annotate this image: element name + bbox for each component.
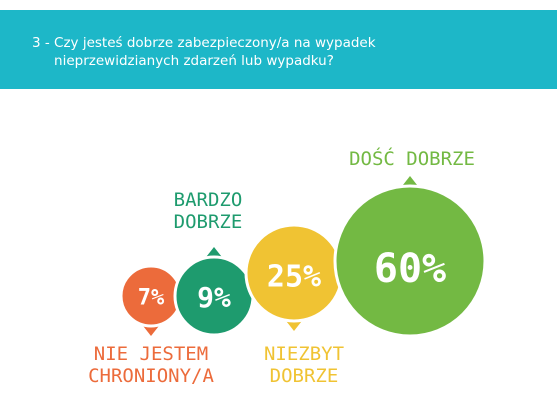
bubble-value-label: 7% — [138, 285, 165, 310]
question-text: Czy jesteś dobrze zabezpieczony/a na wyp… — [54, 35, 376, 69]
question-number: 3 - — [32, 35, 55, 51]
bubble-dosc-dobrze: 60% — [333, 176, 487, 338]
category-label-dosc-dobrze: DOŚĆ DOBRZE — [349, 148, 475, 170]
bubble-bardzo-dobrze: 9% — [173, 247, 255, 337]
bubble-niezbyt-dobrze: 25% — [244, 223, 344, 331]
category-label-bardzo-dobrze: BARDZO DOBRZE — [173, 189, 243, 233]
bubble-nie-jestem-chroniony: 7% — [119, 264, 183, 336]
category-label-nie-jestem-chroniony: NIE JESTEM CHRONIONY/A — [88, 343, 214, 387]
category-label-niezbyt-dobrze: NIEZBYT DOBRZE — [263, 343, 345, 387]
bubble-value-label: 60% — [374, 246, 446, 292]
bubble-circle — [333, 184, 487, 338]
question-banner: 3 - Czy jesteś dobrze zabezpieczony/a na… — [0, 10, 557, 89]
bubble-value-label: 9% — [197, 281, 231, 314]
bubble-value-label: 25% — [267, 259, 321, 294]
